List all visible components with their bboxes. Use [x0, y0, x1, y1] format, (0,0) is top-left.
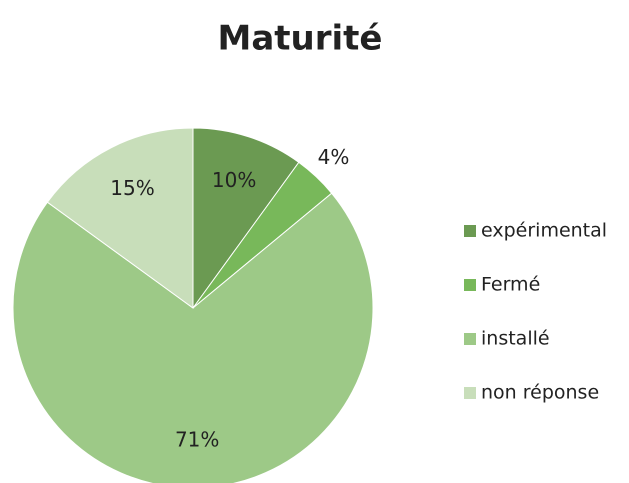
legend-swatch [464, 333, 476, 345]
legend-label: installé [481, 328, 550, 350]
data-label: 10% [212, 168, 256, 192]
pie-slice [12, 192, 374, 483]
legend-label: non réponse [481, 382, 599, 404]
legend-swatch [464, 225, 476, 237]
legend-swatch [464, 279, 476, 291]
legend-label: Fermé [481, 274, 540, 296]
chart-title: Maturité [218, 19, 383, 59]
data-label: 4% [318, 145, 350, 169]
data-label: 15% [110, 176, 154, 200]
pie-slice [192, 127, 300, 310]
legend-label: expérimental [481, 220, 607, 242]
data-label: 71% [175, 428, 219, 452]
pie-slice [46, 127, 194, 309]
legend-swatch [464, 387, 476, 399]
